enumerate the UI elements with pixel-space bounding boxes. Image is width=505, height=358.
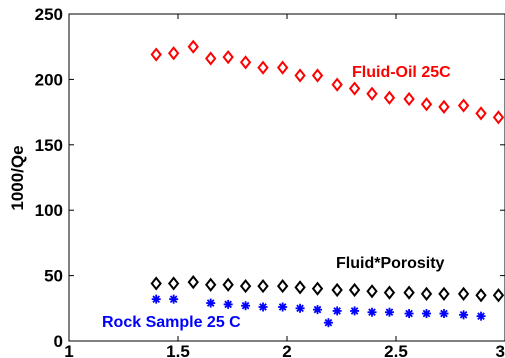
data-point — [239, 278, 252, 294]
data-point — [332, 306, 342, 316]
data-point — [222, 50, 234, 65]
annotation-fluid-porosity: Fluid*Porosity — [336, 255, 445, 272]
data-point — [205, 51, 217, 66]
data-point — [367, 307, 377, 317]
x-tick-label: 2 — [282, 342, 291, 358]
data-point — [295, 303, 305, 313]
data-point — [223, 299, 233, 309]
data-point — [222, 277, 234, 292]
series-0 — [150, 39, 505, 125]
data-point — [439, 309, 449, 319]
y-tick-label: 250 — [35, 5, 63, 24]
data-point — [403, 285, 415, 300]
data-point — [151, 294, 161, 304]
x-tick-label: 2.5 — [384, 342, 408, 358]
data-point — [475, 288, 487, 303]
data-point — [257, 60, 269, 75]
data-point — [404, 309, 414, 319]
y-tick-label: 200 — [35, 70, 63, 89]
y-tick-label: 150 — [35, 136, 63, 155]
data-point — [276, 60, 289, 75]
data-point — [206, 298, 216, 308]
data-point — [457, 286, 470, 302]
data-point — [278, 302, 288, 312]
data-point — [383, 90, 396, 105]
data-point — [258, 302, 268, 312]
y-axis-label: 1000/Qe — [8, 145, 27, 210]
data-point — [476, 311, 486, 321]
data-point — [150, 276, 162, 291]
data-point — [348, 81, 361, 96]
data-point — [492, 288, 505, 303]
x-tick-label: 3 — [496, 342, 505, 358]
data-point — [366, 284, 378, 299]
data-point — [167, 46, 180, 61]
data-point — [276, 278, 289, 294]
data-point — [150, 47, 162, 62]
y-tick-label: 0 — [54, 332, 63, 351]
data-point — [475, 106, 487, 121]
data-point — [241, 301, 251, 311]
data-point — [311, 281, 324, 296]
x-tick-label: 1 — [64, 342, 73, 358]
data-point — [457, 98, 470, 113]
data-point — [420, 286, 433, 302]
annotation-rock-sample: Rock Sample 25 C — [102, 314, 241, 331]
annotation-fluid-oil: Fluid-Oil 25C — [352, 64, 451, 81]
data-point — [403, 91, 415, 107]
data-point — [350, 306, 360, 316]
data-point — [492, 110, 505, 125]
data-point — [313, 305, 323, 315]
x-tick-label: 1.5 — [166, 342, 190, 358]
data-point — [422, 309, 432, 319]
data-point — [348, 282, 361, 298]
y-tick-label: 100 — [35, 201, 63, 220]
data-point — [383, 285, 396, 300]
data-point — [331, 77, 343, 92]
data-point — [438, 286, 450, 302]
data-point — [420, 97, 433, 112]
y-tick-label: 50 — [44, 267, 63, 286]
data-point — [459, 310, 469, 320]
data-point — [294, 280, 306, 295]
data-point — [384, 307, 394, 317]
data-point — [169, 294, 179, 304]
data-point — [438, 99, 450, 114]
data-point — [167, 276, 180, 291]
series-2 — [151, 294, 486, 328]
data-point — [239, 55, 252, 70]
data-point — [187, 39, 199, 54]
data-point — [311, 68, 324, 83]
data-point — [205, 277, 217, 292]
series-1 — [150, 275, 505, 303]
data-point — [187, 275, 199, 290]
data-point — [257, 278, 269, 294]
data-point — [366, 86, 378, 101]
data-point — [323, 318, 333, 328]
data-point — [294, 68, 306, 83]
data-point — [331, 282, 343, 298]
